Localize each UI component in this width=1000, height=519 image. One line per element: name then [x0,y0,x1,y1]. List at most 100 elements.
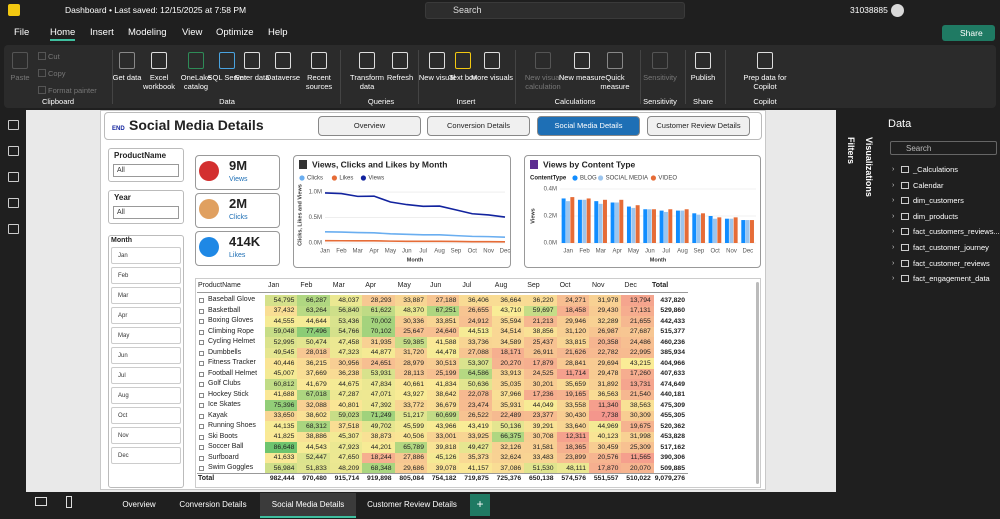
data-table-item[interactable]: dim_products [913,212,958,221]
slicer-dropdown[interactable]: All [113,206,179,219]
matrix-cell: 43,966 [427,421,459,432]
slicer-dropdown[interactable]: All [113,164,179,177]
matrix-cell: 53,307 [459,358,491,369]
month-item[interactable]: Jul [111,367,181,384]
nav-button[interactable]: Conversion Details [427,116,530,136]
menu-tab[interactable]: Insert [90,27,114,38]
table-chevron: › [892,182,894,189]
page-tab[interactable]: Customer Review Details [358,493,466,518]
avatar[interactable] [891,4,904,17]
ribbon-icon [455,52,471,69]
menu-tab[interactable]: Home [50,27,75,41]
menu-tab[interactable]: Modeling [128,27,167,38]
visualizations-label[interactable]: Visualizations [864,137,874,197]
month-item[interactable]: Aug [111,387,181,404]
rail-icon[interactable] [8,120,19,130]
ribbon-button[interactable]: Prep data for Copilot [741,73,789,91]
data-table-item[interactable]: _Calculations [913,165,958,174]
ribbon-button[interactable]: Recent sources [295,73,343,91]
column-header: Total [652,282,668,289]
ribbon-button[interactable]: Copy [48,69,66,78]
expand-icon [199,445,204,450]
row-label: Hockey Stick [208,391,248,398]
data-table-item[interactable]: fact_customer_reviews [913,259,990,268]
data-table-item[interactable]: Calendar [913,181,943,190]
filters-label[interactable]: Filters [846,137,856,164]
data-table-item[interactable]: fact_customers_reviews... [913,227,1000,236]
month-item[interactable]: Dec [111,447,181,464]
matrix-cell: 86,648 [265,442,297,453]
ribbon-button[interactable]: Quick measure [591,73,639,91]
mobile-view[interactable] [66,496,72,508]
bar [725,219,729,243]
matrix-cell: 22,782 [589,348,621,359]
matrix-cell: 44,478 [427,348,459,359]
month-item[interactable]: Jan [111,247,181,264]
month-item[interactable]: Feb [111,267,181,284]
matrix-cell: 33,650 [265,411,297,422]
chart-icon [530,160,538,169]
matrix-cell: 33,851 [427,316,459,327]
menu-tab[interactable]: Help [268,27,288,38]
rail-icon[interactable] [8,146,19,156]
month-item[interactable]: Jun [111,347,181,364]
page-tab[interactable]: Overview [113,493,165,518]
ribbon-button[interactable]: More visuals [468,73,516,82]
row-label: Fitness Tracker [208,359,256,366]
month-item[interactable]: Nov [111,427,181,444]
matrix-cell: 66,287 [297,295,329,306]
matrix-cell: 44,543 [297,442,329,453]
data-table-item[interactable]: fact_engagement_data [913,274,990,283]
rail-icon[interactable] [8,198,19,208]
nav-button[interactable]: Customer Review Details [647,116,750,136]
matrix-cell: 32,088 [297,400,329,411]
page-tab[interactable]: Conversion Details [170,493,256,518]
app-icon [8,4,20,16]
ribbon-button[interactable]: Format painter [48,86,97,95]
month-item[interactable]: Mar [111,287,181,304]
expand-icon [199,393,204,398]
nav-button[interactable]: Overview [318,116,421,136]
ribbon-group-label: Clipboard [28,97,88,106]
menu-tab[interactable]: Optimize [216,27,253,38]
add-page[interactable]: + [470,494,490,516]
matrix-cell: 35,373 [459,453,491,464]
data-pane-title: Data [888,118,911,130]
desktop-view[interactable] [35,497,47,506]
month-item[interactable]: Apr [111,307,181,324]
matrix-cell: 60,812 [265,379,297,390]
matrix-cell: 37,966 [492,390,524,401]
legend-label: VIDEO [658,176,677,182]
matrix-cell: 33,772 [395,400,427,411]
matrix-cell: 41,688 [265,390,297,401]
menu-tab[interactable]: View [182,27,202,38]
matrix-cell: 23,377 [524,411,556,422]
matrix-cell: 37,432 [265,306,297,317]
matrix-cell: 38,856 [524,327,556,338]
rail-icon[interactable] [8,172,19,182]
matrix-cell: 41,588 [427,337,459,348]
rail-icon[interactable] [8,224,19,234]
matrix-cell: 455,305 [652,411,688,422]
matrix-cell: 29,430 [589,306,621,317]
column-header: Mar [333,282,345,289]
matrix-cell: 49,702 [362,421,394,432]
menu-tab[interactable]: File [14,27,29,38]
ribbon-button[interactable]: Cut [48,52,60,61]
ribbon-icon [429,52,445,69]
page-tab[interactable]: Social Media Details [260,493,356,518]
matrix-cell: 77,496 [297,327,329,338]
ribbon-button[interactable]: Sensitivity [636,73,684,82]
month-item[interactable]: Oct [111,407,181,424]
matrix-cell: 440,181 [652,390,688,401]
ribbon-button[interactable]: Publish [679,73,727,82]
data-table-item[interactable]: dim_customers [913,196,964,205]
data-table-item[interactable]: fact_customer_journey [913,243,989,252]
nav-button[interactable]: Social Media Details [537,116,640,136]
row-label: Cycling Helmet [208,338,255,345]
table-icon [901,166,909,173]
month-item[interactable]: May [111,327,181,344]
x-tick-label: Apr [612,249,621,255]
column-header: Feb [300,282,312,289]
expand-icon [199,372,204,377]
